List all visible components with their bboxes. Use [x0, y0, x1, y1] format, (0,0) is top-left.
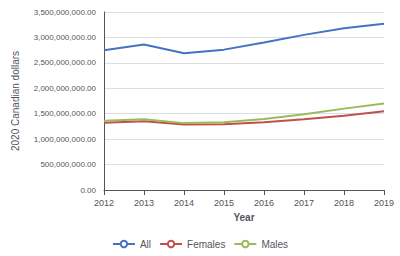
- svg-text:2020 Canadian dollars: 2020 Canadian dollars: [10, 51, 21, 151]
- svg-text:2012: 2012: [94, 198, 114, 208]
- svg-text:2019: 2019: [374, 198, 394, 208]
- svg-text:3,500,000,000.00: 3,500,000,000.00: [34, 8, 97, 17]
- svg-text:Males: Males: [261, 239, 288, 250]
- svg-text:2014: 2014: [174, 198, 194, 208]
- svg-text:Year: Year: [233, 212, 254, 223]
- svg-text:Females: Females: [187, 239, 225, 250]
- svg-text:500,000,000.00: 500,000,000.00: [40, 160, 96, 169]
- svg-text:0.00: 0.00: [80, 186, 96, 195]
- svg-text:2015: 2015: [214, 198, 234, 208]
- svg-text:2018: 2018: [334, 198, 354, 208]
- svg-text:2,500,000,000.00: 2,500,000,000.00: [34, 58, 97, 67]
- svg-text:2017: 2017: [294, 198, 314, 208]
- svg-text:2013: 2013: [134, 198, 154, 208]
- svg-text:2,000,000,000.00: 2,000,000,000.00: [34, 84, 97, 93]
- svg-text:All: All: [140, 239, 151, 250]
- svg-text:3,000,000,000.00: 3,000,000,000.00: [34, 33, 97, 42]
- svg-text:2016: 2016: [254, 198, 274, 208]
- svg-text:1,500,000,000.00: 1,500,000,000.00: [34, 109, 97, 118]
- svg-text:1,000,000,000.00: 1,000,000,000.00: [34, 135, 97, 144]
